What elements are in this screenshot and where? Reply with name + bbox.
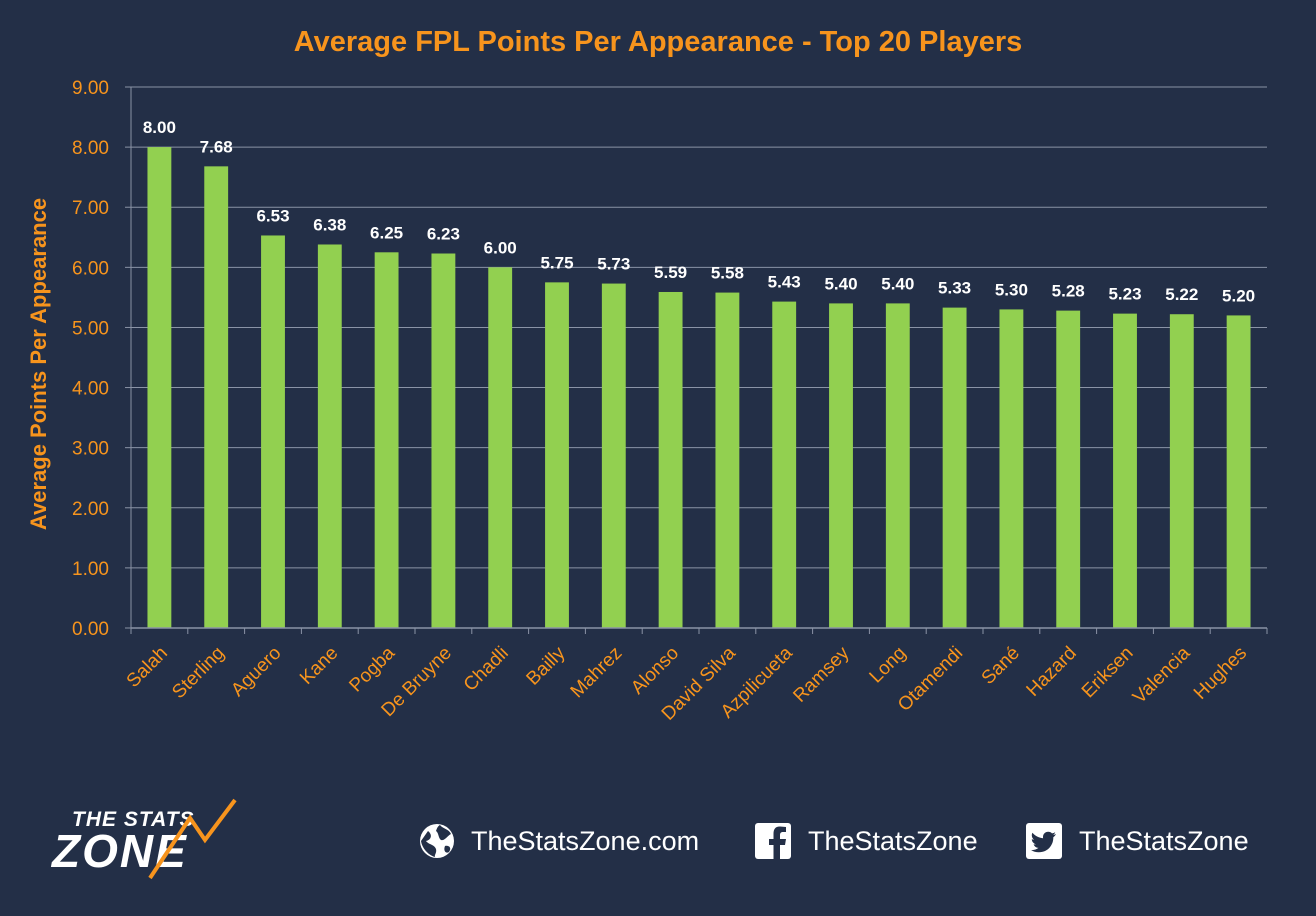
bar (1056, 310, 1081, 628)
bar (601, 283, 626, 628)
bar (772, 301, 797, 628)
data-labels: 8.00 7.68 6.53 6.38 6.25 6.23 6.00 5.75 5.73 5.59… (143, 118, 1255, 305)
data-label: 5.33 (938, 279, 971, 298)
bar (1169, 314, 1194, 628)
bar (431, 253, 456, 628)
brand-logo: THE STATS ZONE (50, 798, 237, 880)
data-label: 5.73 (597, 255, 630, 274)
chart-title: Average FPL Points Per Appearance - Top … (294, 26, 1023, 58)
logo-swoosh-icon (148, 798, 237, 880)
y-tick-label: 4.00 (72, 379, 109, 400)
bars (147, 147, 1251, 629)
x-tick-label: Alonso (627, 643, 683, 699)
bar (1226, 315, 1251, 628)
y-tick-label: 7.00 (72, 198, 109, 219)
grid-layer (125, 86, 1268, 634)
website-text: TheStatsZone.com (471, 826, 699, 856)
x-tick-label: Sterling (168, 643, 228, 703)
bar (715, 292, 740, 628)
y-tick-label: 9.00 (72, 78, 109, 99)
y-axis-label: Average Points Per Appearance (26, 198, 51, 530)
bar (147, 147, 172, 628)
globe-icon (420, 824, 454, 858)
y-tick-labels: 0.00 1.00 2.00 3.00 4.00 5.00 6.00 7.00 8.00 9.00 (72, 78, 109, 640)
bar (942, 307, 967, 628)
x-tick-label: Hazard (1023, 643, 1081, 701)
logo-line2: ZONE (50, 825, 188, 877)
data-label: 5.43 (768, 273, 801, 292)
x-tick-label: Valencia (1129, 642, 1195, 708)
x-tick-label: Aguero (227, 643, 285, 701)
bar (261, 235, 285, 629)
x-tick-label: Mahrez (567, 643, 627, 703)
data-label: 6.00 (484, 238, 517, 257)
twitter-text: TheStatsZone (1079, 826, 1249, 856)
x-tick-label: Long (866, 643, 911, 688)
logo-line1: THE STATS (72, 808, 195, 831)
bar (1113, 313, 1137, 628)
x-tick-label: Salah (123, 643, 172, 692)
bar (317, 244, 342, 629)
facebook-text: TheStatsZone (808, 826, 978, 856)
x-tick-label: Chadli (460, 643, 513, 696)
y-tick-label: 5.00 (72, 318, 109, 339)
facebook-link[interactable]: TheStatsZone (755, 823, 978, 859)
facebook-icon (755, 823, 791, 859)
data-label: 6.53 (256, 206, 289, 225)
y-tick-label: 0.00 (72, 619, 109, 640)
bar (658, 291, 683, 628)
data-label: 5.58 (711, 264, 744, 283)
twitter-icon (1026, 823, 1062, 859)
x-tick-label: Kane (296, 643, 342, 689)
data-label: 5.20 (1222, 286, 1255, 305)
y-tick-label: 8.00 (72, 138, 109, 159)
bar (885, 303, 910, 628)
x-tick-label: Hughes (1190, 643, 1251, 704)
data-label: 5.59 (654, 263, 687, 282)
data-label: 5.30 (995, 280, 1028, 299)
data-label: 5.28 (1052, 282, 1085, 301)
data-label: 6.23 (427, 225, 460, 244)
bar (488, 267, 513, 628)
x-tick-label: Sané (978, 643, 1024, 689)
x-tick-label: Bailly (523, 642, 570, 689)
bar (204, 166, 229, 628)
x-tick-label: Ramsey (789, 642, 853, 706)
y-tick-label: 3.00 (72, 439, 109, 460)
x-tick-label: Pogba (345, 642, 399, 696)
data-label: 6.25 (370, 223, 403, 242)
data-label: 5.75 (540, 253, 573, 272)
data-label: 7.68 (200, 137, 233, 156)
y-tick-label: 6.00 (72, 258, 109, 279)
y-tick-label: 2.00 (72, 499, 109, 520)
bar (829, 303, 853, 628)
data-label: 5.22 (1165, 285, 1198, 304)
y-tick-label: 1.00 (72, 559, 109, 580)
data-label: 5.40 (824, 274, 857, 293)
data-label: 8.00 (143, 118, 176, 137)
bar (374, 252, 399, 629)
twitter-link[interactable]: TheStatsZone (1026, 823, 1249, 859)
bar (999, 309, 1024, 628)
data-label: 5.23 (1108, 285, 1141, 304)
bar (545, 282, 569, 628)
website-link[interactable]: TheStatsZone.com (420, 824, 699, 858)
data-label: 6.38 (313, 215, 346, 234)
data-label: 5.40 (881, 274, 914, 293)
